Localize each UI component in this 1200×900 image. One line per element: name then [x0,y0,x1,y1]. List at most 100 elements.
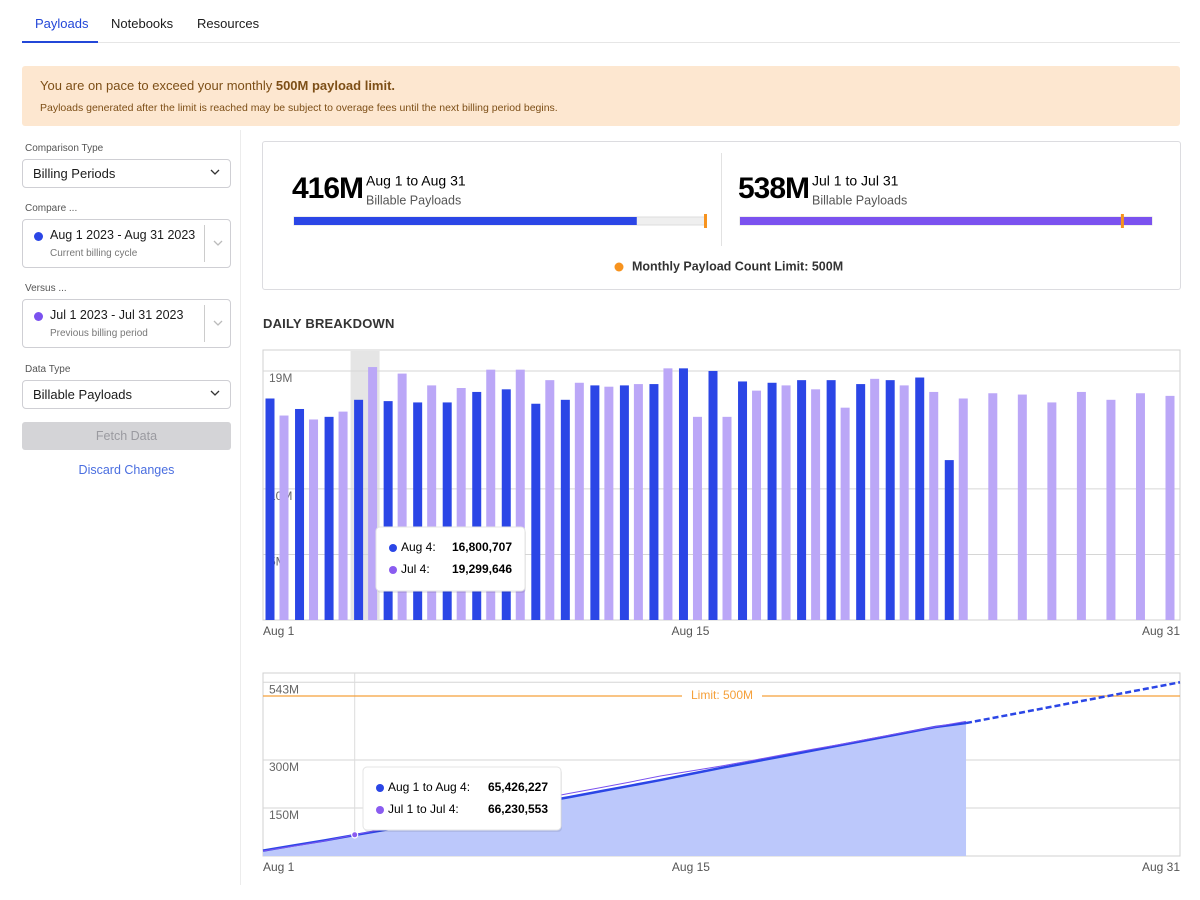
banner-message: You are on pace to exceed your monthly 5… [40,78,395,93]
y-tick-label: 19M [269,371,292,385]
tooltip-label: Aug 1 to Aug 4: [388,780,470,794]
y-tick-label: 543M [269,682,299,696]
tooltip-value: 66,230,553 [488,802,548,816]
bar [782,385,791,620]
bar [900,385,909,620]
bar [768,383,777,620]
bar [575,383,584,620]
bar [339,412,348,620]
select-value: Billing Periods [33,160,115,187]
bar [561,400,570,620]
bar [856,384,865,620]
tooltip-dot [389,566,397,574]
tab[interactable]: Payloads [35,16,88,31]
banner-detail: Payloads generated after the limit is re… [40,102,558,114]
bar [309,419,318,620]
select[interactable]: Billable Payloads [22,380,231,409]
bar [1136,393,1145,620]
range-note: Current billing cycle [50,248,137,259]
chevron [210,390,220,397]
bar [354,400,363,620]
x-tick-label: Aug 15 [672,860,710,874]
tooltip-dot [389,544,397,552]
select[interactable]: Billing Periods [22,159,231,188]
card-divider [721,153,722,246]
x-tick-label: Aug 31 [1142,624,1180,638]
bar [870,379,879,620]
hover-dot [352,832,358,838]
bar [1077,392,1086,620]
tooltip-value: 16,800,707 [452,540,512,554]
range-note: Previous billing period [50,328,148,339]
bar [604,387,613,620]
bar [752,391,761,620]
range-text: Aug 1 2023 - Aug 31 2023 [50,228,195,242]
banner-strong: 500M payload limit. [276,78,395,93]
bar [679,368,688,620]
x-tick-label: Aug 15 [671,624,709,638]
bar [634,384,643,620]
bar [945,460,954,620]
tooltip-label: Jul 4: [401,562,430,576]
bar [738,381,747,620]
bar [295,409,304,620]
limit-label: Limit: 500M [691,688,753,702]
bar [693,417,702,620]
bar [545,380,554,620]
bar [827,380,836,620]
field-label: Data Type [25,364,70,375]
x-tick-label: Aug 1 [263,624,295,638]
bar [325,417,334,620]
bar [620,385,629,620]
field-label: Versus ... [25,283,67,294]
y-tick-label: 300M [269,760,299,774]
tooltip-dot [376,784,384,792]
tab-underline [22,41,98,43]
field-label: Comparison Type [25,143,103,154]
tab[interactable]: Resources [197,16,259,31]
tooltip-value: 65,426,227 [488,780,548,794]
tooltip-value: 19,299,646 [452,562,512,576]
x-tick-label: Aug 31 [1142,860,1180,874]
bar [1047,402,1056,620]
bar [959,398,968,620]
bar [797,380,806,620]
bar [1166,396,1175,620]
chevron [213,320,223,327]
tooltip [376,527,525,591]
x-tick-label: Aug 1 [263,860,295,874]
bar [280,416,289,620]
fetch-button[interactable]: Fetch Data [22,422,231,450]
bar [531,404,540,620]
bar [988,393,997,620]
bar [723,417,732,620]
bar [709,371,718,620]
tooltip-label: Jul 1 to Jul 4: [388,802,459,816]
tooltip [363,767,561,830]
range-select[interactable]: Jul 1 2023 - Jul 31 2023Previous billing… [22,299,231,348]
bar [663,368,672,620]
tab[interactable]: Notebooks [111,16,173,31]
range-select[interactable]: Aug 1 2023 - Aug 31 2023 Current billing … [22,219,231,268]
bar [649,384,658,620]
chevron [210,169,220,176]
bar [590,385,599,620]
warning-banner: You are on pace to exceed your monthly 5… [22,66,1180,126]
bar [886,380,895,620]
section-title: DAILY BREAKDOWN [263,316,395,331]
y-tick-label: 150M [269,808,299,822]
series-dot [34,312,43,321]
tooltip-label: Aug 4: [401,540,436,554]
bar [1106,400,1115,620]
panel-divider [240,130,241,885]
bar [929,392,938,620]
bar [1018,395,1027,620]
bar [915,378,924,620]
select-value: Billable Payloads [33,381,132,408]
series-dot [34,232,43,241]
discard-link[interactable]: Discard Changes [22,463,231,477]
bar [841,408,850,620]
chevron [213,240,223,247]
